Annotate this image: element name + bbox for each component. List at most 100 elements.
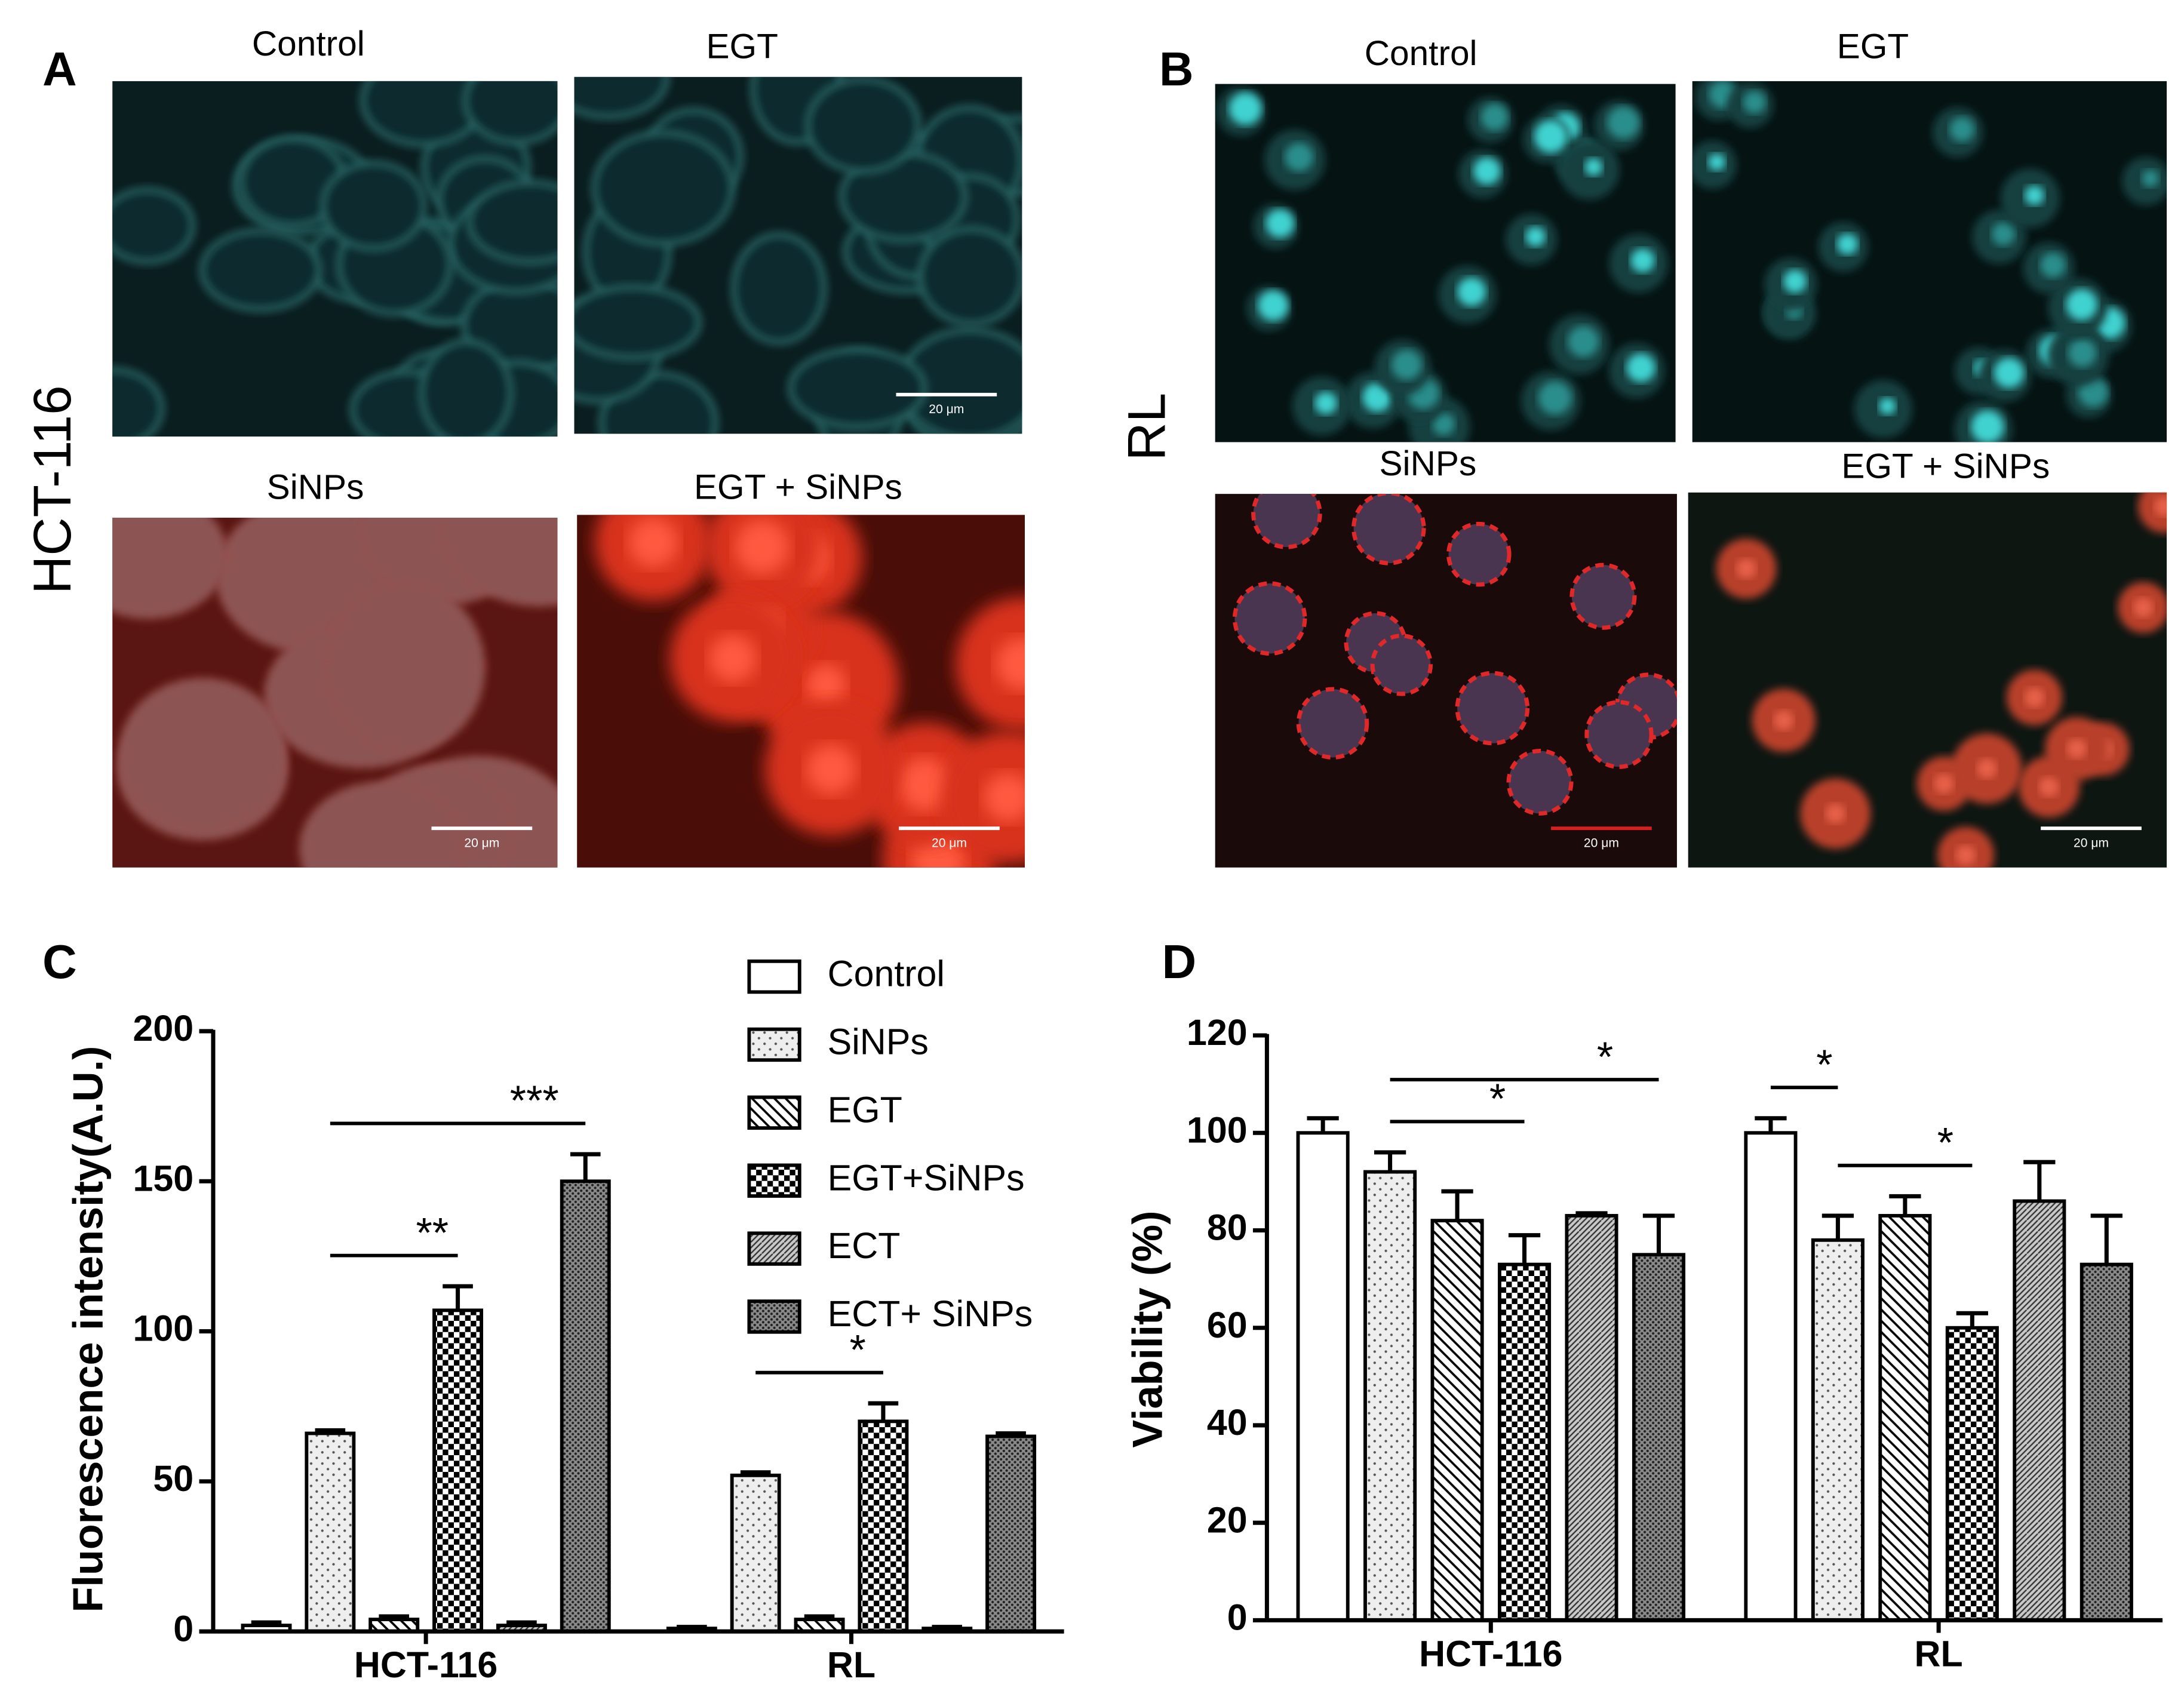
cell xyxy=(805,76,921,174)
nucleus xyxy=(1993,358,2025,388)
y-tick-label: 120 xyxy=(1187,1012,1248,1053)
micrograph-background xyxy=(1215,494,1677,868)
nucleus xyxy=(2025,687,2044,708)
significance-label: *** xyxy=(510,1077,559,1124)
nucleus xyxy=(2066,739,2087,759)
nucleus xyxy=(1607,106,1640,139)
bar xyxy=(1811,1238,1864,1622)
image-title: EGT + SiNPs xyxy=(1841,447,2050,485)
cell xyxy=(1296,687,1369,760)
scale-bar-label: 20 μm xyxy=(1584,837,1619,850)
y-tick-label: 0 xyxy=(173,1608,193,1649)
image-title: SiNPs xyxy=(267,468,364,507)
x-tick-label: RL xyxy=(827,1644,876,1685)
cell xyxy=(466,180,558,265)
bar xyxy=(730,1473,781,1634)
nucleus xyxy=(806,664,847,705)
nucleus xyxy=(628,517,678,568)
legend-label: SiNPs xyxy=(828,1022,929,1062)
legend-swatch xyxy=(747,959,801,994)
y-tick-label: 80 xyxy=(1207,1207,1248,1248)
cell xyxy=(112,187,196,265)
nucleus xyxy=(1285,143,1313,172)
micrograph-cells xyxy=(1232,494,1677,816)
cell xyxy=(1455,671,1530,746)
nucleus xyxy=(1743,91,1766,114)
image-title: Control xyxy=(252,24,365,63)
nucleus xyxy=(1584,158,1603,176)
bar xyxy=(1363,1170,1417,1622)
bar xyxy=(2013,1199,2066,1622)
bar xyxy=(2079,1262,2133,1622)
cell xyxy=(1506,748,1574,816)
nucleus xyxy=(709,634,757,683)
y-tick-label: 20 xyxy=(1207,1499,1248,1540)
image-title: EGT xyxy=(706,27,778,66)
panel-label: D xyxy=(1162,935,1197,988)
legend-swatch xyxy=(747,1095,801,1130)
cell xyxy=(462,81,558,145)
micrograph-cells xyxy=(1692,81,2167,442)
legend-swatch xyxy=(747,1299,801,1334)
bar xyxy=(1430,1219,1484,1622)
panel-label: A xyxy=(42,42,77,96)
significance-label: ** xyxy=(416,1209,449,1256)
micrograph-cells xyxy=(595,515,1025,868)
scale-bar-label: 20 μm xyxy=(932,837,967,850)
cell xyxy=(117,677,288,831)
nucleus xyxy=(1473,157,1501,185)
cell xyxy=(1232,581,1307,656)
nucleus xyxy=(1568,325,1599,358)
cell xyxy=(730,232,827,345)
x-tick-label: RL xyxy=(1915,1633,1963,1674)
cell xyxy=(942,731,1025,863)
micrograph-cells xyxy=(112,81,558,437)
y-tick-label: 100 xyxy=(1187,1109,1248,1150)
micrograph-cells xyxy=(1217,87,1668,442)
cell xyxy=(574,284,702,361)
nucleus xyxy=(898,757,952,811)
y-tick-label: 0 xyxy=(1227,1597,1248,1638)
cell xyxy=(320,160,427,251)
bar xyxy=(858,1419,909,1634)
nucleus xyxy=(1538,381,1572,415)
nucleus xyxy=(806,744,856,795)
nucleus xyxy=(1432,413,1455,436)
legend-swatch xyxy=(747,1231,801,1266)
significance-label: * xyxy=(849,1326,865,1373)
bar xyxy=(1498,1262,1552,1622)
nucleus xyxy=(1991,222,2015,246)
y-tick-label: 100 xyxy=(133,1308,194,1349)
nucleus xyxy=(1783,269,1807,293)
x-tick-label: HCT-116 xyxy=(1419,1633,1562,1674)
cell xyxy=(956,597,1025,730)
nucleus xyxy=(1934,774,1954,794)
cell xyxy=(325,582,487,754)
nucleus xyxy=(984,773,1025,822)
micrograph-cells xyxy=(112,517,558,868)
y-axis-label: Fluorescence intensity(A.U.) xyxy=(64,1046,112,1613)
nucleus xyxy=(1391,349,1422,380)
cell xyxy=(591,130,735,247)
micrograph-cells xyxy=(1716,492,2167,868)
micrograph-panel: A HCT-116 Control EGT 20 μm SiNPs 20 μm EGT + S… xyxy=(22,24,1025,868)
bar xyxy=(1632,1253,1686,1622)
nucleus xyxy=(1534,120,1567,153)
nucleus xyxy=(1879,398,1896,415)
nucleus xyxy=(1630,248,1655,273)
nucleus xyxy=(1265,209,1295,238)
row-label: RL xyxy=(1116,393,1176,461)
image-title: SiNPs xyxy=(1379,444,1476,483)
nucleus xyxy=(1525,226,1546,247)
nucleus xyxy=(1977,758,1997,779)
bar xyxy=(560,1179,611,1634)
scale-bar-label: 20 μm xyxy=(464,837,499,850)
bar xyxy=(1744,1131,1798,1622)
y-tick-label: 60 xyxy=(1207,1305,1248,1345)
cell xyxy=(574,76,670,120)
nucleus xyxy=(1949,116,1974,142)
significance-label: * xyxy=(1597,1033,1613,1080)
nucleus xyxy=(2039,777,2059,797)
